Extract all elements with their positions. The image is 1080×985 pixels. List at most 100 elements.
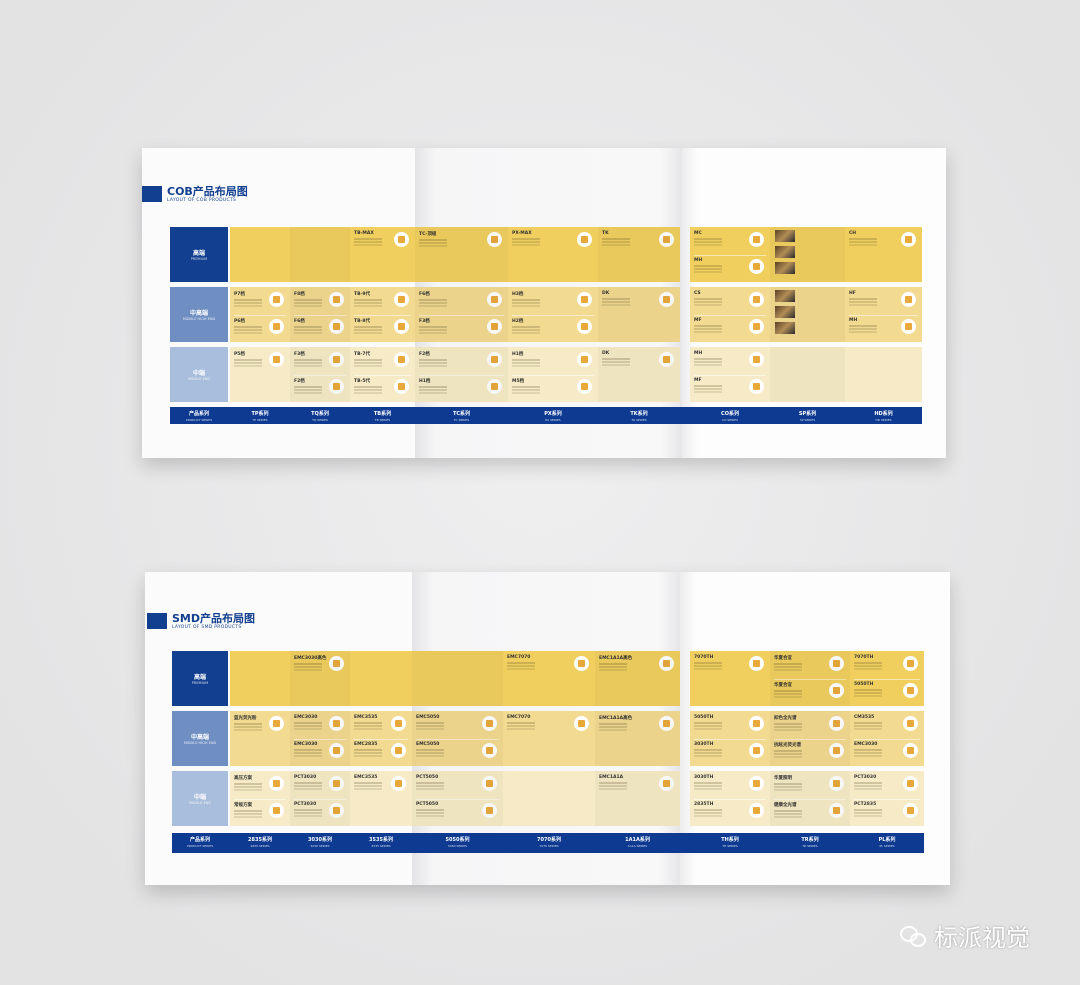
- series-label: 7070系列 7070 SERIES: [503, 837, 595, 849]
- product-item: H1档: [512, 351, 594, 376]
- series-footer-bar: [172, 833, 924, 853]
- product-description: [854, 662, 882, 664]
- led-chip-icon: [574, 716, 589, 731]
- product-cell: 抑色全光谱抗眩光荧光谱: [770, 711, 850, 766]
- product-name: H1档: [512, 352, 524, 357]
- led-chip-icon: [829, 716, 844, 731]
- led-chip-icon: [903, 716, 918, 731]
- series-name: CO系列: [721, 411, 739, 417]
- product-description: [354, 722, 382, 724]
- product-description: [354, 749, 382, 751]
- led-chip-icon: [577, 232, 592, 247]
- product-name: PCT5050: [416, 775, 439, 780]
- product-name: CS: [694, 291, 701, 296]
- series-label: TH系列 TH SERIES: [690, 837, 770, 849]
- product-description: [416, 722, 444, 724]
- series-name: 7070系列: [537, 837, 561, 843]
- led-chip-icon: [749, 292, 764, 307]
- series-sub: TQ SERIES: [312, 418, 328, 422]
- product-item: MC: [694, 231, 766, 256]
- product-item: EMC1A1A高色: [599, 715, 676, 739]
- led-chip-icon: [659, 352, 674, 367]
- row-label-text: 中端: [192, 370, 205, 377]
- series-name: TC系列: [452, 411, 471, 417]
- product-item: PCT5050: [416, 802, 499, 826]
- product-cell: PX-MAX: [508, 227, 598, 282]
- product-cell: 华夏照明 健康全光谱: [770, 771, 850, 826]
- product-cell: DK: [598, 287, 680, 342]
- product-description: [234, 359, 262, 361]
- product-description: [854, 689, 882, 691]
- product-description: [602, 238, 630, 240]
- led-chip-icon: [329, 319, 344, 334]
- row-label-sub: MIDDLE END: [187, 377, 211, 381]
- product-item: P6档: [234, 318, 286, 342]
- row-label-text: 高端: [192, 250, 205, 257]
- led-chip-icon: [329, 352, 344, 367]
- product-cell: MC MH: [690, 227, 770, 282]
- product-name: TB-7代: [354, 352, 370, 357]
- product-description: [512, 299, 540, 301]
- product-item: EMC3030: [294, 742, 346, 766]
- product-item: F3档: [294, 351, 346, 376]
- cob-title: COB产品布局图: [167, 185, 248, 198]
- product-item: 常规方案: [234, 802, 286, 826]
- product-name: F3档: [419, 319, 430, 324]
- product-description: [294, 782, 322, 784]
- product-description: [234, 783, 262, 785]
- product-name: PCT3030: [854, 775, 877, 780]
- product-item: EMC7070: [507, 655, 591, 679]
- led-chip-icon: [329, 656, 344, 671]
- series-label: TB系列 TB SERIES: [350, 411, 415, 423]
- product-cell: [412, 651, 503, 706]
- series-name: TK系列: [630, 411, 648, 417]
- application-photo: [775, 322, 795, 334]
- led-chip-icon: [394, 292, 409, 307]
- led-chip-icon: [749, 776, 764, 791]
- product-cell: F8档 F6档: [290, 287, 350, 342]
- product-description: [854, 782, 882, 784]
- product-name: 抑色全光谱: [774, 716, 797, 721]
- led-chip-icon: [329, 776, 344, 791]
- product-cell: 5050TH 3030TH: [690, 711, 770, 766]
- product-description: [854, 809, 882, 811]
- product-description: [774, 723, 802, 725]
- product-name: 蓝光荧光粉: [234, 716, 257, 721]
- product-item: H1档: [419, 378, 504, 402]
- product-item: 抗眩光荧光谱: [774, 742, 846, 766]
- product-description: [694, 782, 722, 784]
- series-name: TB系列: [373, 411, 392, 417]
- product-name: EMC5050: [416, 742, 440, 747]
- row-label-1: 中高端 MIDDLE HIGH END: [170, 287, 228, 342]
- led-chip-icon: [269, 352, 284, 367]
- series-label: TQ系列 TQ SERIES: [290, 411, 350, 423]
- series-sub: CO SERIES: [722, 418, 738, 422]
- series-sub: 3535 SERIES: [371, 844, 391, 848]
- product-name: MH: [694, 258, 703, 263]
- product-description: [512, 238, 540, 240]
- product-cell: P7档 P6档: [230, 287, 290, 342]
- series-label: HD系列 HD SERIES: [845, 411, 922, 423]
- product-description: [849, 325, 877, 327]
- series-name: TP系列: [251, 411, 269, 417]
- led-chip-icon: [487, 352, 502, 367]
- smd-title: SMD产品布局图: [172, 612, 255, 625]
- led-chip-icon: [659, 292, 674, 307]
- product-item: CM3535: [854, 715, 920, 740]
- led-chip-icon: [487, 232, 502, 247]
- product-item: EMC1A1A高色: [599, 655, 676, 679]
- led-chip-icon: [749, 259, 764, 274]
- product-cell: [230, 651, 290, 706]
- product-item: 华夏合宜: [774, 682, 846, 706]
- product-cell: 华夏合宜 华夏合宜: [770, 651, 850, 706]
- product-name: TB-MAX: [354, 231, 374, 236]
- product-name: F2档: [419, 352, 430, 357]
- product-description: [419, 386, 447, 388]
- product-description: [774, 783, 802, 785]
- row-label-sub: MIDDLE HIGH END: [183, 741, 217, 745]
- product-name: EMC2835: [354, 742, 378, 747]
- row-label-sub: MIDDLE END: [188, 801, 212, 805]
- product-description: [419, 239, 447, 241]
- product-name: 7070TH: [854, 655, 874, 660]
- led-chip-icon: [269, 776, 284, 791]
